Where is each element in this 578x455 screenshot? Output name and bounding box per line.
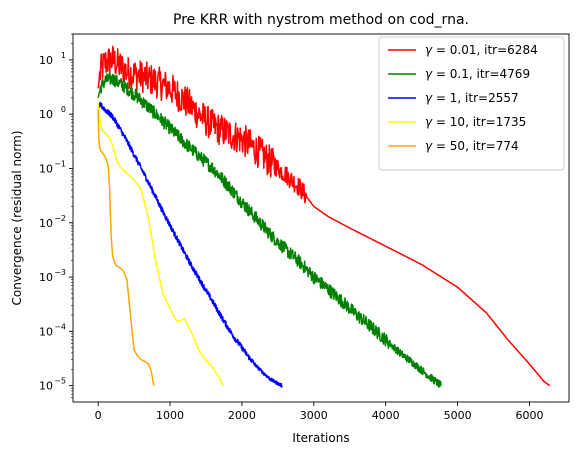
series-layer — [97, 45, 551, 388]
series-line-1 — [97, 45, 551, 387]
series-line-3 — [97, 101, 283, 388]
x-tick-label: 2000 — [228, 409, 256, 422]
y-tick-label: 10 — [39, 380, 53, 393]
legend-entry-label: γ = 50, itr=774 — [425, 139, 519, 153]
y-tick-label: 10 — [39, 325, 53, 338]
y-tick-label: 10 — [39, 108, 53, 121]
series-line-5 — [97, 109, 155, 386]
plot-area-frame — [72, 33, 570, 403]
series-line-2 — [97, 72, 442, 388]
legend-entry-label: γ = 0.1, itr=4769 — [425, 67, 530, 81]
legend: γ = 0.01, itr=6284 γ = 0.1, itr=4769 γ = 1… — [378, 36, 565, 171]
legend-entry-label: γ = 10, itr=1735 — [425, 115, 526, 129]
y-tick-exponent: −5 — [54, 377, 66, 386]
x-tick-label: 5000 — [444, 409, 472, 422]
x-tick-label: 1000 — [156, 409, 184, 422]
y-tick-exponent: 1 — [61, 51, 66, 60]
y-tick-label: 10 — [39, 54, 53, 67]
x-tick-label: 4000 — [372, 409, 400, 422]
legend-entry-label: γ = 1, itr=2557 — [425, 91, 519, 105]
series-line-4 — [97, 103, 224, 386]
y-axis-label: Convergence (residual norm) — [10, 130, 24, 305]
y-tick-label: 10 — [39, 271, 53, 284]
y-tick-exponent: −3 — [54, 268, 66, 277]
x-tick-label: 0 — [95, 409, 102, 422]
y-tick-label: 10 — [39, 162, 53, 175]
y-tick-exponent: −1 — [54, 159, 66, 168]
y-tick-exponent: −4 — [54, 322, 66, 331]
legend-entry-label: γ = 0.01, itr=6284 — [425, 43, 538, 57]
x-tick-label: 3000 — [300, 409, 328, 422]
y-tick-exponent: −2 — [54, 214, 66, 223]
x-axis: 0 1000 2000 3000 4000 5000 6000 — [95, 402, 543, 422]
x-axis-label: Iterations — [292, 431, 349, 445]
y-tick-label: 10 — [39, 217, 53, 230]
legend-box — [378, 36, 565, 171]
y-tick-exponent: 0 — [61, 105, 66, 114]
x-tick-label: 6000 — [515, 409, 543, 422]
chart-title: Pre KRR with nystrom method on cod_rna. — [173, 12, 469, 28]
